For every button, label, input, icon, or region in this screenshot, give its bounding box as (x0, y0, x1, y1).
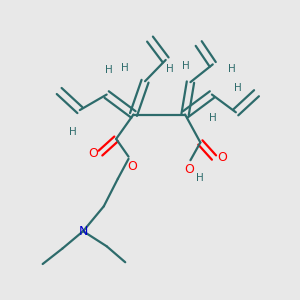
Text: O: O (217, 151, 227, 164)
Text: O: O (88, 147, 98, 160)
Text: H: H (228, 64, 236, 74)
Text: H: H (105, 65, 112, 75)
Text: H: H (182, 61, 190, 71)
Text: H: H (166, 64, 174, 74)
Text: H: H (68, 127, 76, 137)
Text: N: N (78, 225, 88, 238)
Text: H: H (234, 83, 242, 93)
Text: O: O (127, 160, 137, 173)
Text: H: H (209, 112, 217, 123)
Text: H: H (121, 63, 128, 73)
Text: O: O (185, 164, 195, 176)
Text: H: H (196, 173, 204, 183)
